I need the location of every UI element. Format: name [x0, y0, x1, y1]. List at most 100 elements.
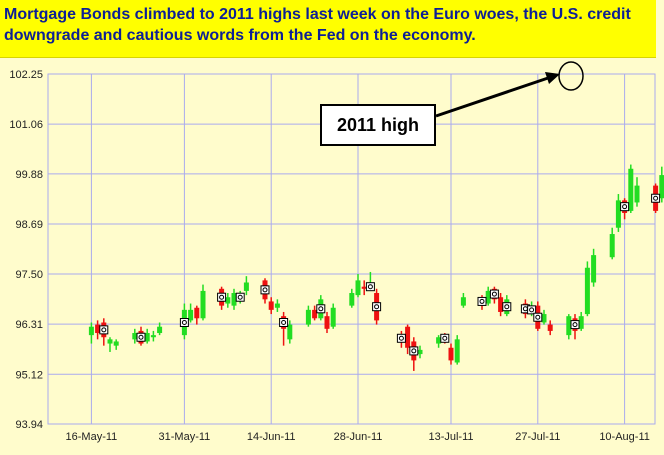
candle-body	[454, 339, 460, 363]
candle-body	[498, 297, 504, 312]
signal-marker-dot	[237, 294, 243, 300]
candle-body	[157, 326, 163, 334]
candle-body	[417, 349, 423, 355]
candle-body	[150, 335, 156, 338]
y-tick-label: 102.25	[9, 69, 43, 81]
signal-marker-dot	[491, 291, 497, 297]
signal-marker-dot	[181, 319, 187, 325]
signal-marker	[217, 292, 227, 302]
candle-body	[225, 297, 231, 304]
arrow-head	[545, 72, 560, 84]
signal-marker	[620, 202, 630, 212]
y-tick-label: 99.88	[15, 169, 43, 181]
candle-body	[578, 316, 584, 329]
signal-marker	[396, 333, 406, 343]
signal-marker	[489, 289, 499, 299]
y-tick-label: 96.31	[15, 319, 43, 331]
y-tick-label: 98.69	[15, 219, 43, 231]
signal-marker	[409, 346, 419, 356]
signal-marker	[316, 304, 326, 314]
x-tick-label: 16-May-11	[66, 431, 118, 443]
x-tick-label: 28-Jun-11	[334, 431, 383, 443]
x-tick-label: 31-May-11	[159, 431, 211, 443]
signal-marker-dot	[622, 204, 628, 210]
signal-marker	[477, 296, 487, 306]
candle-body	[268, 301, 274, 310]
candle-body	[274, 303, 280, 308]
candle-body	[144, 333, 150, 342]
signal-marker-dot	[653, 195, 659, 201]
signal-marker-dot	[219, 294, 225, 300]
x-tick-label: 27-Jul-11	[515, 431, 560, 443]
candle-body	[243, 282, 249, 291]
candle-body	[566, 316, 572, 336]
signal-marker	[179, 317, 189, 327]
plot-frame	[47, 73, 656, 425]
signal-marker-dot	[442, 335, 448, 341]
y-tick-label: 93.94	[15, 419, 43, 431]
candle-body	[448, 347, 454, 361]
candle-body	[194, 307, 200, 319]
candle-body	[485, 290, 491, 304]
signal-marker	[372, 302, 382, 312]
y-tick-label: 95.12	[15, 369, 43, 381]
candle-body	[659, 175, 664, 199]
candle-body	[591, 255, 597, 283]
annotation-graphics	[435, 61, 584, 118]
candle-body	[460, 297, 466, 306]
candle-body	[330, 307, 336, 327]
candle-body	[200, 290, 206, 319]
candle-body	[584, 267, 590, 315]
signal-marker	[440, 333, 450, 343]
signal-marker	[527, 305, 537, 315]
candle-body	[547, 324, 553, 331]
signal-marker-dot	[367, 284, 373, 290]
candle-body	[95, 324, 101, 334]
candle-body	[113, 341, 119, 346]
arrow-line	[435, 74, 555, 118]
signal-marker-dot	[535, 314, 541, 320]
signal-marker-dot	[479, 298, 485, 304]
signal-marker	[570, 320, 580, 330]
markers	[99, 193, 661, 356]
signal-marker-dot	[318, 306, 324, 312]
signal-marker-dot	[411, 348, 417, 354]
signal-marker-dot	[262, 287, 268, 293]
candle-body	[634, 185, 640, 203]
signal-marker-dot	[529, 307, 535, 313]
signal-marker-dot	[138, 334, 144, 340]
candle-body	[305, 309, 311, 325]
signal-marker-dot	[572, 322, 578, 328]
candle-body	[324, 316, 330, 329]
candle-body	[609, 234, 615, 258]
x-tick-label: 13-Jul-11	[428, 431, 473, 443]
signal-marker-dot	[374, 304, 380, 310]
signal-marker	[365, 282, 375, 292]
candle-body	[287, 324, 293, 340]
signal-marker	[502, 302, 512, 312]
candle-body	[349, 293, 355, 306]
candle-body	[107, 339, 113, 344]
signal-marker-dot	[281, 319, 287, 325]
x-axis-ticks: 16-May-11 31-May-11 14-Jun-11 28-Jun-11 13-J…	[66, 431, 650, 443]
candle-body	[88, 326, 94, 336]
candle-body	[312, 309, 318, 319]
headline-text: Mortgage Bonds climbed to 2011 highs las…	[4, 6, 631, 44]
signal-marker	[279, 317, 289, 327]
y-tick-label: 97.50	[15, 269, 43, 281]
signal-marker	[99, 325, 109, 335]
x-tick-label: 14-Jun-11	[247, 431, 296, 443]
candle-body	[231, 293, 237, 306]
signal-marker-dot	[398, 335, 404, 341]
candle-body	[132, 333, 138, 340]
candle-body	[355, 280, 361, 296]
candle-body	[615, 200, 621, 228]
high-circle	[558, 61, 584, 91]
signal-marker	[235, 292, 245, 302]
signal-marker	[260, 285, 270, 295]
signal-marker-dot	[504, 304, 510, 310]
candle-body	[541, 314, 547, 323]
annotation-label: 2011 high	[336, 114, 420, 135]
candle-body	[628, 168, 634, 211]
y-axis-ticks: 102.25 101.06 99.88 98.69 97.50 96.31 95.12 93.…	[9, 69, 43, 431]
